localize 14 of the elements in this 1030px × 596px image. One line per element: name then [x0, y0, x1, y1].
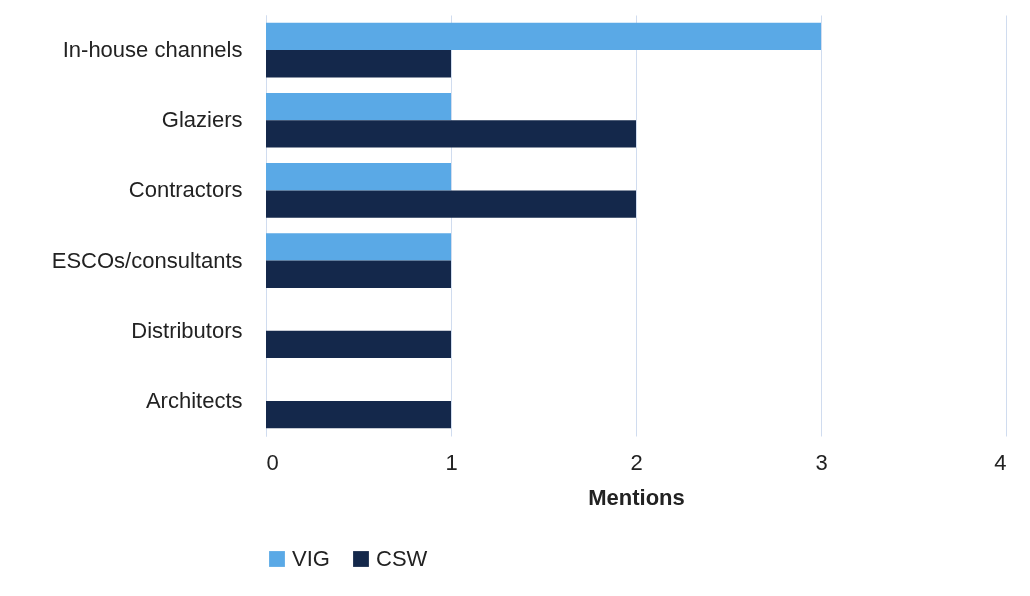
y-tick-label: Contractors	[128, 177, 243, 203]
legend-label: VIG	[292, 546, 330, 571]
x-tick-label: 3	[815, 449, 828, 475]
y-tick-label: ESCOs/consultants	[51, 247, 243, 273]
y-tick-label: Architects	[145, 387, 243, 413]
x-tick-label: 1	[445, 449, 458, 475]
y-tick-label: Distributors	[131, 317, 243, 343]
y-tick-label: Glaziers	[161, 107, 243, 133]
x-axis-title: Mentions	[588, 484, 685, 510]
legend-label: CSW	[376, 546, 428, 571]
x-tick-label: 2	[630, 449, 643, 475]
x-tick-label: 0	[266, 449, 279, 475]
x-tick-label: 4	[994, 449, 1007, 475]
y-tick-label: In-house channels	[62, 37, 243, 63]
